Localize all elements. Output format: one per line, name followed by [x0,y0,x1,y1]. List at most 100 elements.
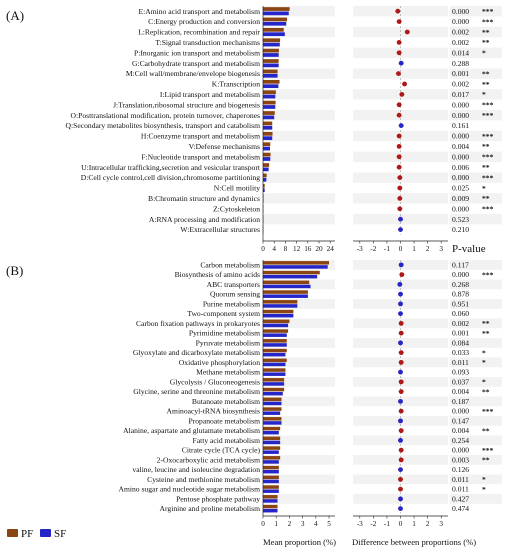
category-label: Glyoxylate and dicarboxylate metabolism [133,348,260,357]
bar-sf [263,84,279,89]
p-value: 0.000 [452,111,469,120]
row-highlight [450,357,502,368]
bar-sf [263,167,269,172]
legend-label-pf: PF [21,528,33,540]
p-value: 0.000 [452,446,469,455]
difference-point [397,206,403,212]
difference-tick-label: 1 [412,245,416,253]
bar-sf [263,73,278,78]
category-label: U:Intracellular trafficking,secretion an… [81,163,261,172]
row-highlight [263,193,335,204]
mean-tick-label: 1 [274,520,278,528]
p-value: 0.147 [452,416,469,425]
significance-stars: *** [482,153,494,162]
category-label: N:Cell motility [214,184,260,193]
p-value: 0.004 [452,387,469,396]
legend: PF SF [7,528,66,540]
p-value: 0.000 [452,173,469,182]
bar-pf [263,69,278,74]
category-label: Carbon metabolism [200,260,260,269]
category-label: Glycine, serine and threonine metabolism [133,387,260,396]
p-value: 0.000 [452,100,469,109]
category-label: F:Nucleotide transport and metabolism [141,152,260,161]
bar-sf [263,188,265,193]
difference-tick-label: -3 [357,520,363,528]
row-highlight [263,260,335,270]
bar-pf [263,319,290,324]
mean-tick-label: 16 [304,245,312,253]
category-label: Oxidative phosphorylation [179,358,260,367]
difference-tick-label: 0 [399,245,403,253]
p-value: 0.000 [452,7,469,16]
difference-point [398,476,403,482]
difference-point [398,467,403,473]
category-label: D:Cell cycle control,cell division,chrom… [81,173,260,182]
difference-point [398,506,403,512]
row-highlight [263,151,335,162]
category-label: ABC transporters [207,280,260,289]
significance-stars: * [482,378,486,387]
panel-b: (B) Carbon metabolism 0.117 Biosynthesis of… [6,260,502,528]
significance-stars: * [482,485,486,494]
difference-point [396,164,402,170]
category-label: O:Posttranslational modification, protei… [71,111,261,120]
bar-sf [263,177,267,182]
difference-tick-label: 1 [412,520,416,528]
mean-tick-label: 2 [288,520,292,528]
p-value: 0.210 [452,225,469,234]
significance-stars: * [482,358,486,367]
bar-sf [263,362,286,367]
difference-tick-label: 3 [439,245,443,253]
difference-point [397,196,403,201]
bar-pf [263,456,281,460]
bar-sf [263,401,282,406]
p-value: 0.037 [452,377,469,386]
difference-point [396,19,402,24]
bar-sf [263,157,271,161]
category-label: Citrate cycle (TCA cycle) [182,446,261,455]
p-value: 0.474 [452,504,469,513]
row-highlight [450,193,502,204]
mean-tick-label: 5 [327,520,331,528]
mean-tick-label: 0 [261,520,265,528]
row-highlight [450,474,502,485]
row-highlight [450,47,502,58]
bar-pf [263,280,310,285]
p-value: 0.000 [452,270,469,279]
p-value: 0.187 [452,397,469,406]
significance-stars: *** [482,111,494,120]
row-highlight [450,416,502,426]
mean-axis-title: Mean proportion (%) [263,537,336,547]
bar-sf [263,63,279,68]
p-value: 0.093 [452,368,469,377]
difference-tick-label: 0 [399,520,403,528]
difference-point [398,457,404,463]
p-value: 0.002 [452,28,469,37]
p-value: 0.254 [452,436,469,445]
significance-stars: *** [482,101,494,110]
bar-sf [263,343,287,347]
category-label: C:Energy production and conversion [148,17,260,26]
difference-point [396,154,402,160]
bar-pf [263,417,282,421]
category-label: Butanoate metabolism [192,397,260,406]
bar-sf [263,304,298,308]
bar-sf [263,391,283,396]
row-highlight [263,435,335,446]
significance-stars: ** [482,80,490,89]
category-label: K:Transcription [212,80,260,89]
bar-sf [263,294,308,298]
row-highlight [263,474,335,485]
category-label: J:Translation,ribosomal structure and bi… [113,100,260,109]
bar-sf [263,21,287,26]
bar-sf [263,105,276,109]
bar-pf [263,59,279,63]
p-value: 0.117 [452,260,469,269]
bar-pf [263,270,320,275]
row-highlight [263,279,335,290]
row-highlight [450,338,502,348]
p-value: 0.161 [452,121,469,130]
bar-sf [263,372,286,376]
legend-swatch-pf [7,529,18,537]
difference-point [398,350,404,356]
